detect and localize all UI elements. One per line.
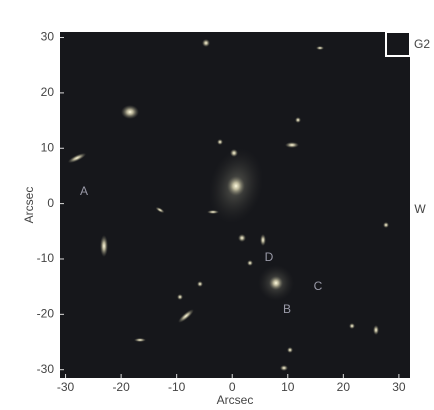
annotation: B [283,302,291,316]
annotation: C [314,279,323,293]
annotation: G2 [414,37,430,51]
annotation: D [265,250,274,264]
x-tick-label: 10 [281,380,295,394]
annotation: W [414,202,426,216]
y-tick-label: -10 [37,251,55,265]
x-axis-label: Arcsec [217,393,254,407]
x-tick-label: 20 [337,380,351,394]
y-tick-label: 30 [41,30,55,44]
annotation: A [80,184,88,198]
x-tick-label: -30 [57,380,75,394]
x-tick-label: -10 [168,380,186,394]
figure: Arcsec Arcsec -30 -20 -10 0 10 20 30 -30 -20 -10 0… [0,0,434,410]
x-tick-label: 0 [229,380,236,394]
y-tick-label: 0 [47,196,54,210]
y-axis-label: Arcsec [22,187,36,224]
y-tick-label: -20 [37,307,55,321]
y-tick-label: 10 [41,140,55,154]
y-tick-label: -30 [37,362,55,376]
y-tick-label: 20 [41,85,55,99]
x-tick-label: -20 [112,380,130,394]
x-tick-label: 30 [392,380,406,394]
